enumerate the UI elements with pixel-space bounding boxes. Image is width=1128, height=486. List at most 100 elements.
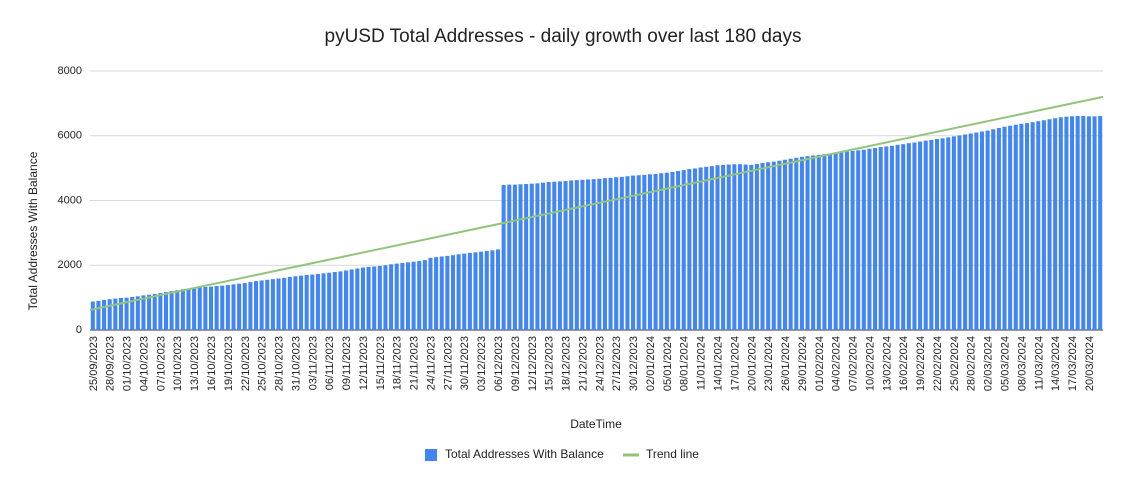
bar	[625, 176, 630, 330]
bar	[338, 271, 343, 330]
bar	[259, 280, 264, 330]
bar	[248, 282, 253, 330]
bar	[906, 143, 911, 330]
legend-label: Trend line	[646, 447, 699, 461]
bar	[569, 180, 574, 330]
bar	[574, 180, 579, 330]
x-tick-label: 16/10/2023	[206, 336, 218, 391]
bar	[242, 283, 247, 330]
bar	[895, 144, 900, 330]
bar	[670, 172, 675, 330]
bar	[529, 183, 534, 330]
bar	[715, 165, 720, 330]
x-tick-label: 08/01/2024	[679, 336, 691, 391]
bar	[265, 279, 270, 330]
y-axis-title: Total Addresses With Balance	[26, 151, 40, 310]
bar	[411, 261, 416, 330]
x-tick-label: 13/02/2024	[881, 336, 893, 391]
x-tick-label: 04/10/2023	[138, 336, 150, 391]
bar	[771, 161, 776, 330]
bar	[597, 178, 602, 330]
bar	[552, 181, 557, 330]
bar	[963, 134, 968, 330]
bar	[951, 136, 956, 330]
bar	[158, 293, 163, 330]
bar	[828, 153, 833, 330]
bar	[957, 135, 962, 330]
bar	[287, 276, 292, 330]
y-tick-label: 0	[76, 324, 82, 336]
bar	[169, 291, 174, 330]
x-tick-label: 20/03/2024	[1084, 336, 1096, 391]
bar	[698, 167, 703, 330]
y-tick-label: 8000	[58, 65, 82, 77]
x-tick-label: 03/12/2023	[476, 336, 488, 391]
x-tick-label: 25/02/2024	[949, 336, 961, 391]
bar	[889, 145, 894, 330]
x-tick-label: 10/10/2023	[172, 336, 184, 391]
bar	[208, 286, 214, 330]
x-tick-label: 17/03/2024	[1067, 336, 1079, 391]
bar	[985, 130, 990, 330]
bar	[676, 171, 681, 330]
bar	[203, 286, 208, 330]
x-tick-label: 23/01/2024	[763, 336, 775, 391]
bar	[878, 147, 883, 330]
x-tick-label: 10/02/2024	[864, 336, 876, 391]
bar	[484, 251, 489, 330]
bar	[811, 155, 816, 330]
bar	[766, 162, 771, 330]
bar	[873, 148, 878, 330]
x-tick-label: 07/02/2024	[848, 336, 860, 391]
x-axis-title: DateTime	[570, 417, 622, 431]
bar	[1075, 116, 1080, 330]
x-tick-label: 12/11/2023	[358, 336, 370, 390]
bar	[619, 176, 624, 330]
bar	[400, 262, 405, 330]
y-tick-label: 6000	[58, 130, 82, 142]
bar	[760, 162, 765, 330]
bar	[996, 127, 1001, 330]
bar	[152, 294, 157, 330]
bar	[1058, 117, 1063, 330]
x-tick-label: 28/10/2023	[274, 336, 286, 391]
bar	[653, 173, 658, 330]
bar	[664, 172, 669, 330]
y-tick-label: 2000	[58, 259, 82, 271]
bar	[428, 257, 433, 330]
x-tick-label: 18/11/2023	[392, 336, 404, 390]
bar	[541, 182, 546, 330]
x-tick-label: 29/01/2024	[797, 336, 809, 391]
x-tick-label: 25/10/2023	[257, 336, 269, 391]
x-tick-label: 14/01/2024	[712, 336, 724, 391]
bar	[833, 152, 838, 330]
bar	[794, 157, 799, 330]
bar	[586, 179, 591, 330]
bar	[929, 139, 934, 330]
bar	[383, 265, 388, 330]
bar	[687, 169, 692, 330]
bar	[197, 287, 202, 330]
bar	[805, 156, 810, 330]
x-tick-label: 19/02/2024	[915, 336, 927, 391]
x-tick-label: 21/12/2023	[577, 336, 589, 391]
x-tick-label: 18/12/2023	[561, 336, 573, 391]
bar	[884, 146, 889, 330]
bar	[1092, 116, 1097, 330]
bar	[861, 149, 866, 330]
bar	[912, 142, 917, 330]
bar	[282, 277, 287, 330]
x-tick-label: 27/12/2023	[611, 336, 623, 391]
bar	[473, 252, 478, 330]
bar	[737, 164, 743, 330]
bar	[1041, 120, 1046, 331]
bar	[163, 292, 169, 330]
bar	[918, 141, 923, 330]
bar	[349, 269, 354, 330]
bar	[405, 262, 410, 330]
x-tick-label: 21/11/2023	[409, 336, 421, 390]
bar	[192, 287, 197, 330]
bar	[321, 273, 326, 330]
x-tick-label: 07/10/2023	[155, 336, 167, 391]
bar	[580, 179, 585, 330]
